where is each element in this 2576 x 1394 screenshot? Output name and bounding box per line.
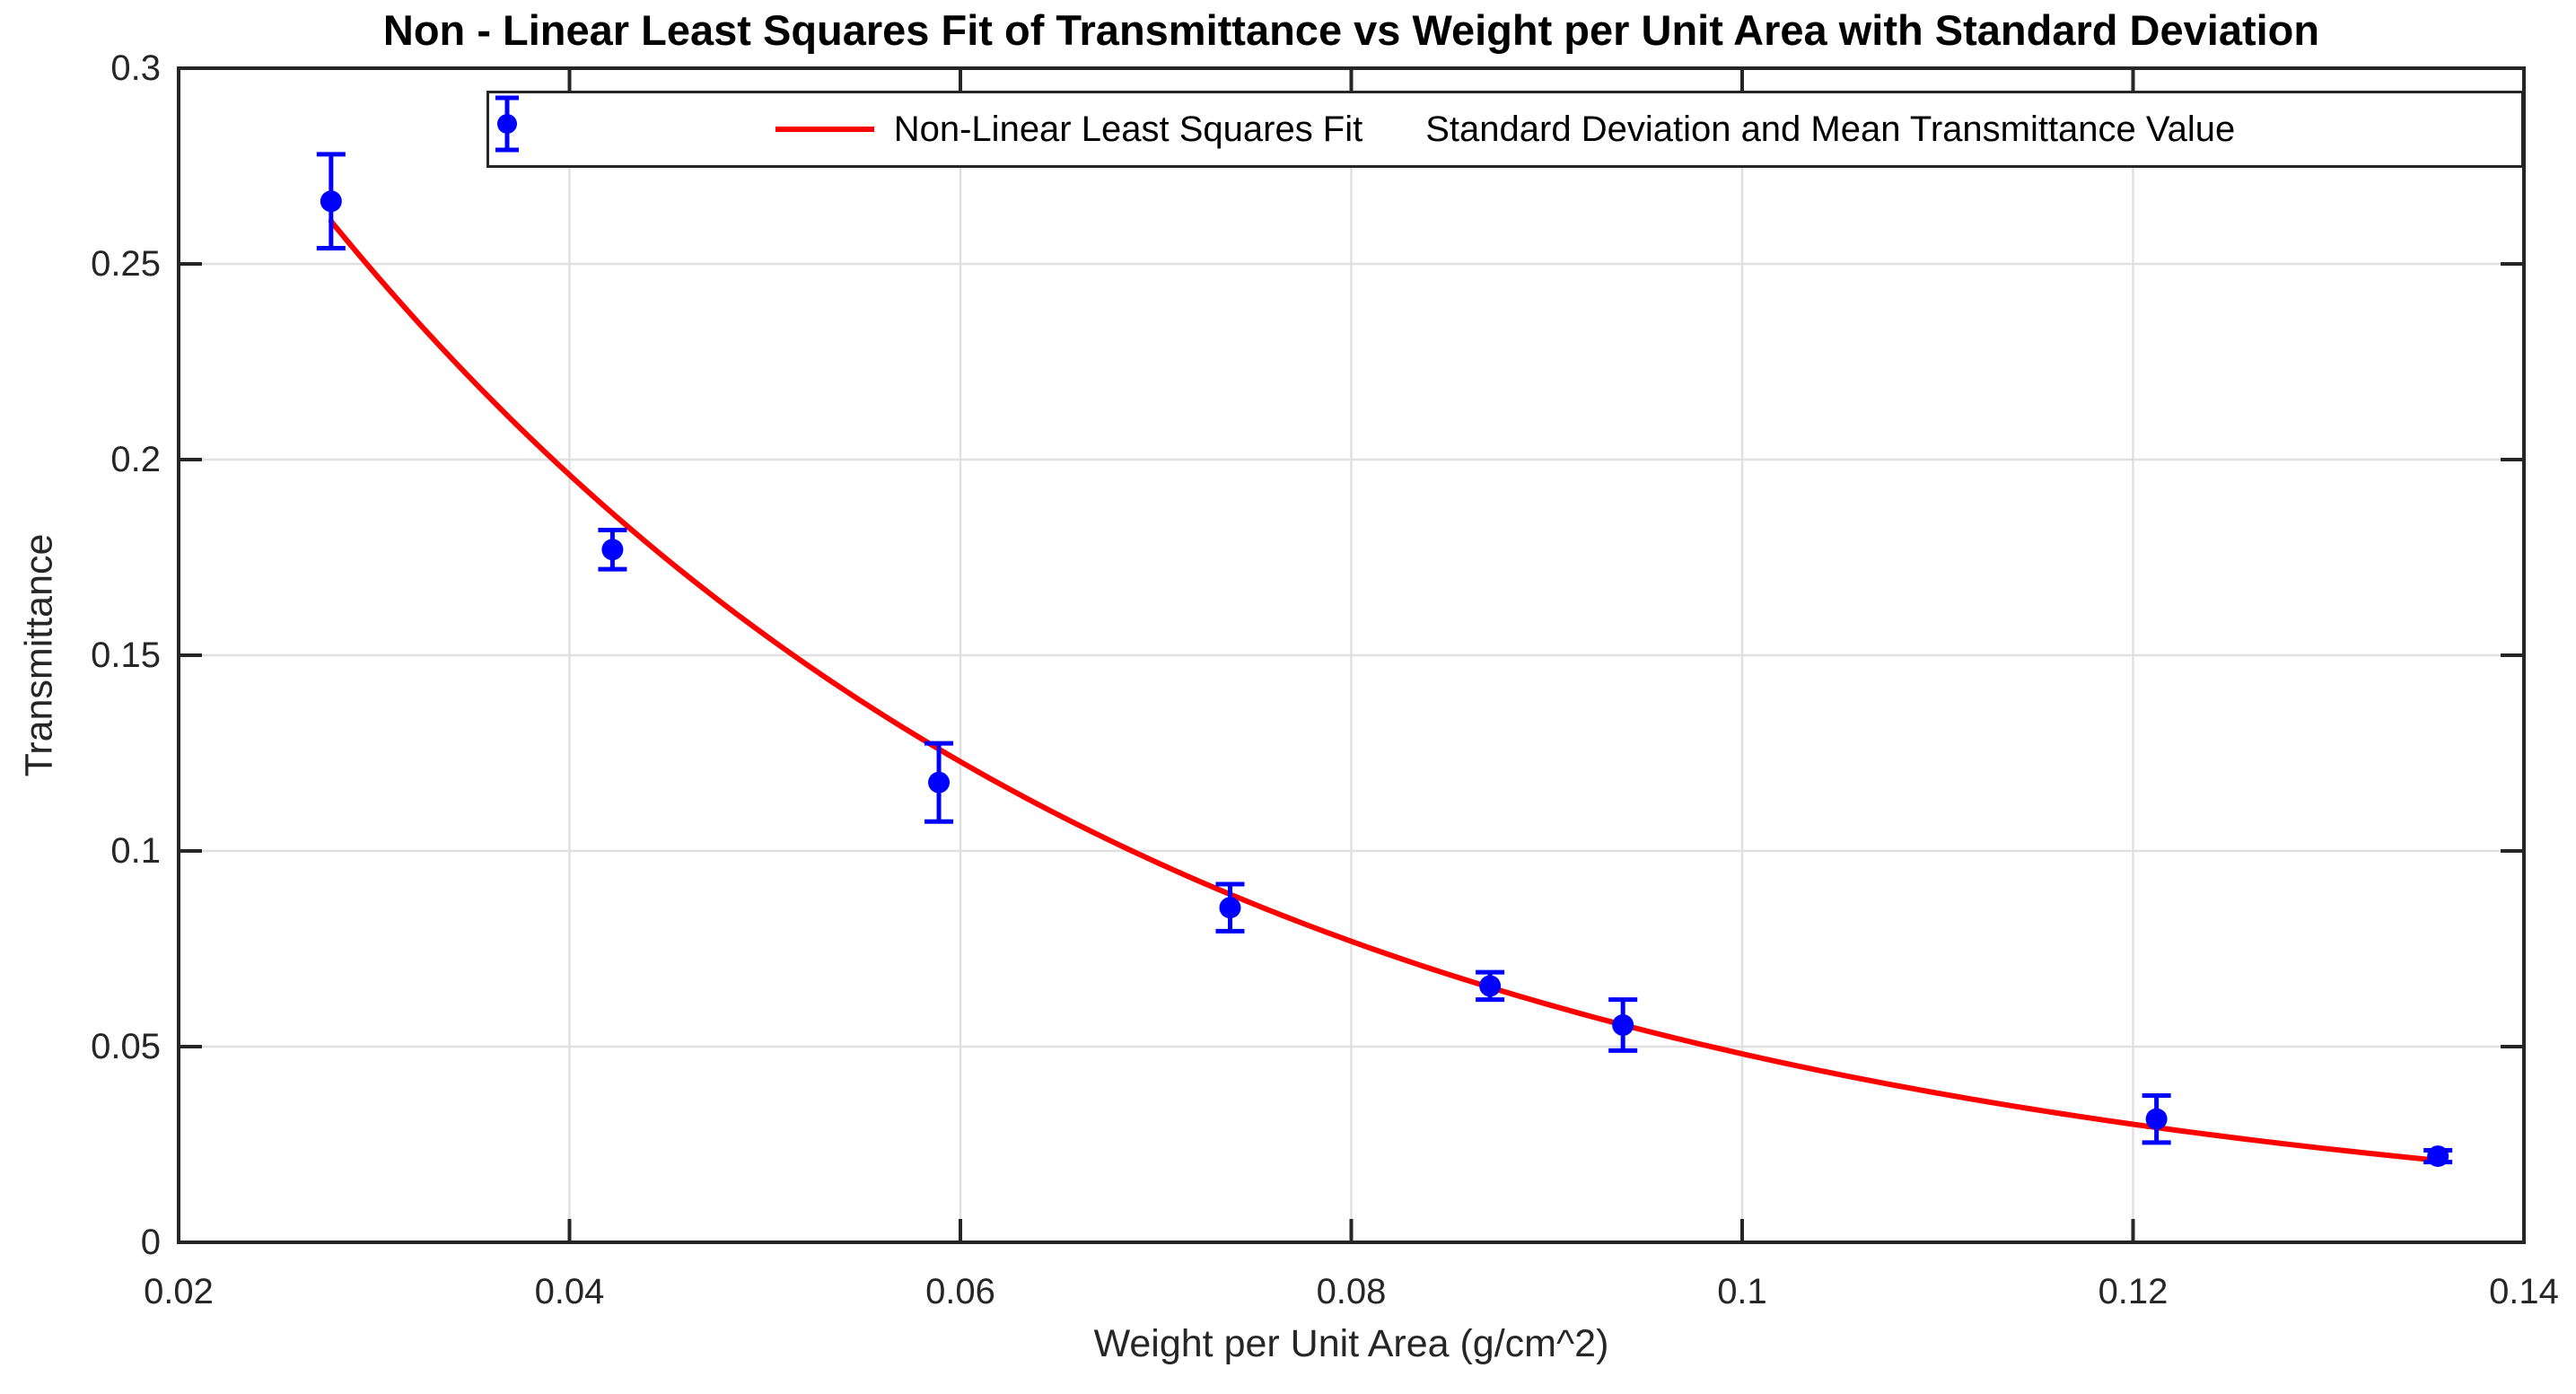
legend: Non-Linear Least Squares Fit Standard De… [486, 91, 2524, 168]
fit-line [328, 218, 2441, 1163]
x-tick-label: 0.02 [144, 1272, 214, 1311]
y-tick-label: 0.15 [91, 636, 161, 675]
legend-entry-fit: Non-Linear Least Squares Fit [775, 109, 1363, 150]
legend-label-fit: Non-Linear Least Squares Fit [893, 109, 1363, 149]
x-tick-label: 0.1 [1717, 1272, 1767, 1311]
legend-entry-data: Standard Deviation and Mean Transmittanc… [495, 95, 2236, 153]
data-point-marker [1219, 897, 1241, 919]
y-axis-label: Transmittance [17, 533, 61, 777]
data-point-marker [2427, 1145, 2449, 1168]
errorbar-sample-icon [495, 95, 519, 153]
y-tick-label: 0 [141, 1223, 161, 1262]
legend-label-data: Standard Deviation and Mean Transmittanc… [1425, 109, 2236, 149]
y-tick-label: 0.05 [91, 1027, 161, 1066]
y-tick-label: 0.2 [110, 440, 161, 479]
data-point-marker [601, 539, 624, 561]
y-tick-label: 0.25 [91, 244, 161, 284]
data-point-marker [320, 190, 342, 213]
data-point-marker [1612, 1014, 1634, 1037]
chart-title: Non - Linear Least Squares Fit of Transm… [382, 6, 2320, 54]
x-tick-label: 0.14 [2489, 1272, 2559, 1311]
x-tick-label: 0.06 [925, 1272, 995, 1311]
y-tick-label: 0.1 [110, 831, 161, 871]
y-tick-label: 0.3 [110, 48, 161, 88]
data-point-marker [928, 771, 951, 793]
x-tick-label: 0.08 [1317, 1272, 1387, 1311]
data-point-marker [1479, 975, 1502, 997]
x-tick-label: 0.12 [2098, 1272, 2169, 1311]
fit-line-sample-icon [775, 127, 874, 132]
x-tick-label: 0.04 [535, 1272, 605, 1311]
data-point-marker [2145, 1108, 2168, 1130]
x-axis-label: Weight per Unit Area (g/cm^2) [1093, 1322, 1609, 1365]
